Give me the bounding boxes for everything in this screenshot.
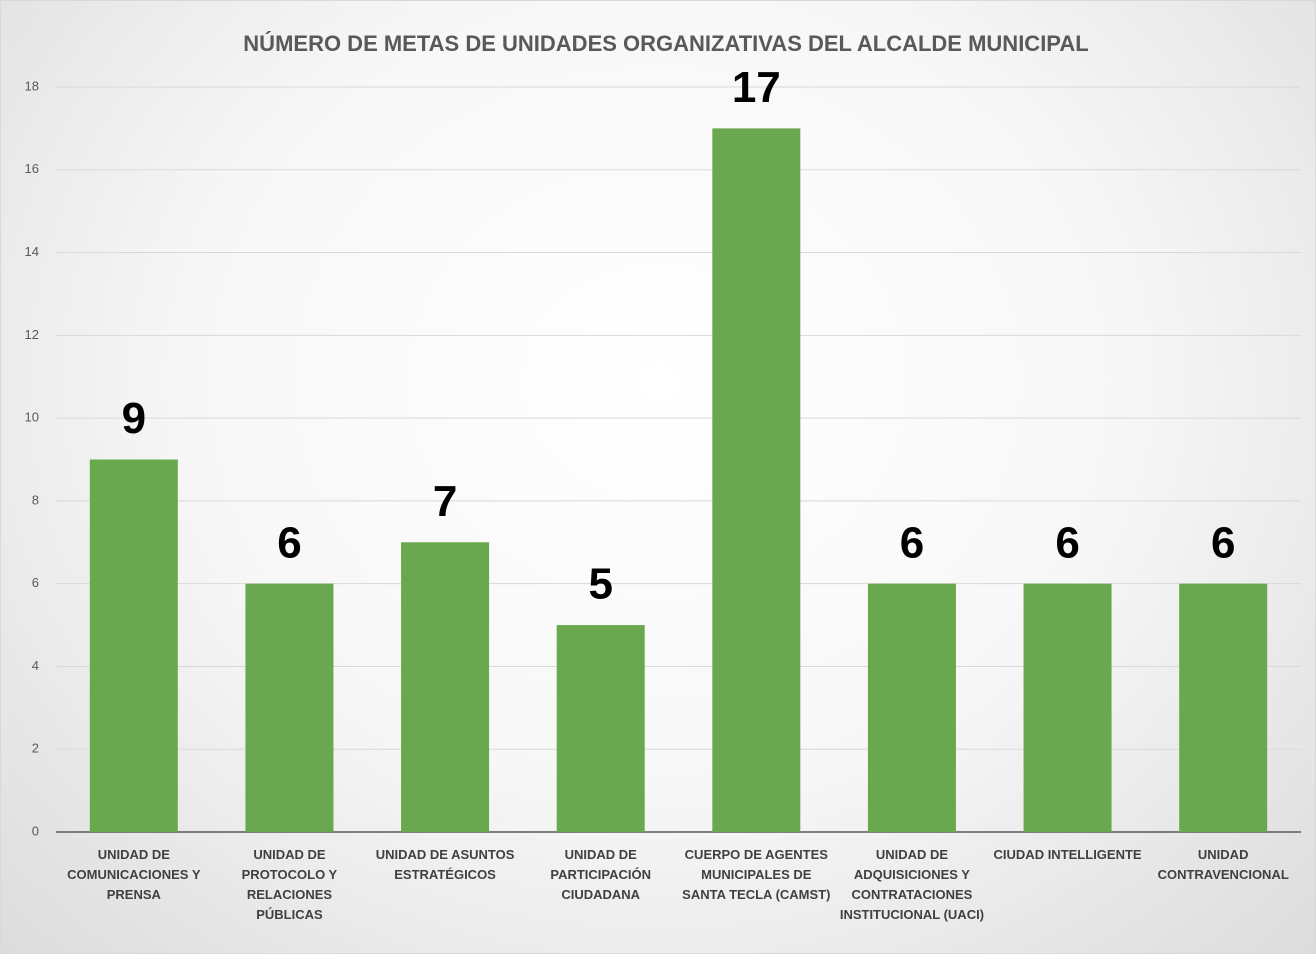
data-label: 6 [1211,518,1235,567]
x-tick-label: UNIDAD DE COMUNICACIONES Y PRENSA [67,847,201,902]
x-tick-label: CUERPO DE AGENTES MUNICIPALES DE SANTA T… [682,847,831,902]
x-tick-label: UNIDAD DE PARTICIPACIÓN CIUDADANA [550,847,651,902]
data-label: 6 [900,518,924,567]
data-label: 5 [588,560,612,609]
y-tick-label: 18 [25,78,39,93]
x-tick-label: UNIDAD DE ADQUISICIONES Y CONTRATACIONES… [839,847,985,922]
y-tick-label: 14 [25,244,39,259]
bar [401,542,490,832]
y-tick-label: 16 [25,161,39,176]
y-tick-label: 10 [25,410,39,425]
data-label: 7 [433,477,457,526]
data-label: 6 [277,518,301,567]
y-tick-label: 2 [32,741,39,756]
y-tick-label: 12 [25,327,39,342]
bar [556,625,645,832]
y-tick-label: 4 [32,658,39,673]
y-tick-label: 8 [32,492,39,507]
bar [1023,583,1112,832]
chart-title: NÚMERO DE METAS DE UNIDADES ORGANIZATIVA… [243,31,1088,56]
bar [712,128,801,832]
bar [1179,583,1268,832]
y-tick-label: 0 [32,823,39,838]
x-tick-label: UNIDAD DE PROTOCOLO Y RELACIONES PÚBLICA… [241,847,338,922]
data-label: 17 [732,63,781,112]
bar [867,583,956,832]
x-tick-label: CIUDAD INTELLIGENTE [993,847,1142,862]
y-tick-label: 6 [32,575,39,590]
data-label: 6 [1055,518,1079,567]
x-tick-label: UNIDAD DE ASUNTOS ESTRATÉGICOS [375,847,515,882]
bar [245,583,334,832]
data-label: 9 [122,394,146,443]
bar [89,459,178,832]
x-tick-label: UNIDAD CONTRAVENCIONAL [1157,847,1289,882]
